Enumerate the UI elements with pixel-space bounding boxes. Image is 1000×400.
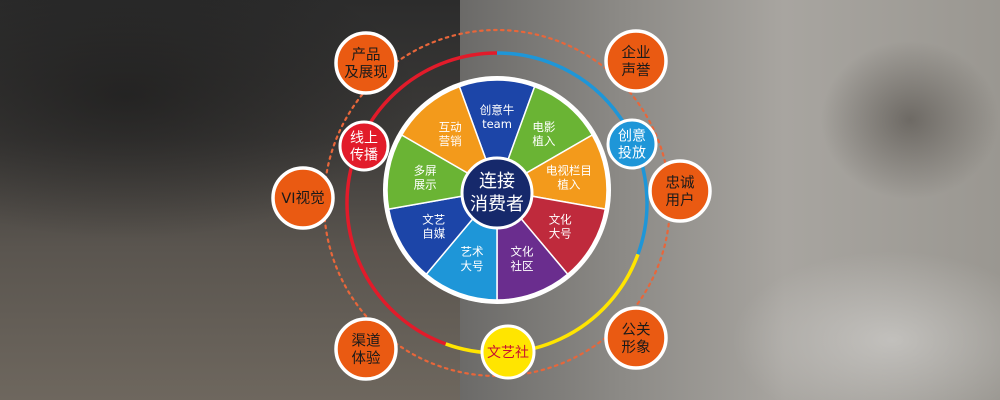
- center-label-line1: 连接: [479, 171, 515, 192]
- ring-node-label-2-line1: 创意: [618, 128, 646, 145]
- ring-arc-red: [345, 51, 498, 346]
- outer-node-label-1-line1: 产品: [352, 46, 381, 63]
- outer-node-label-2-line1: 企业: [622, 43, 651, 61]
- ring-node-label-2-line2: 投放: [618, 146, 646, 162]
- wheel-wedge-2: [495, 85, 594, 192]
- outer-node-label-1-line2: 及展现: [344, 65, 388, 81]
- ring-arc-blue: [496, 51, 649, 255]
- outer-node-label-4-line2: 形象: [622, 339, 651, 356]
- outer-node-label-3-line1: 忠诚: [666, 174, 695, 191]
- wedge-label-9-line2: 营销: [439, 134, 462, 148]
- background-shadow-blur: [820, 40, 1000, 200]
- wedge-label-7-line1: 文艺: [422, 213, 445, 227]
- outer-node-6: [271, 166, 335, 230]
- outer-node-label-5-line2: 体验: [352, 350, 381, 367]
- outer-node-5: [334, 317, 398, 381]
- ring-node-label-3-line1: 文艺社: [487, 345, 529, 361]
- outer-node-2: [604, 29, 668, 93]
- ring-arc-yellow: [445, 253, 640, 355]
- outer-node-4: [604, 306, 668, 370]
- wedge-label-3-line2: 植入: [557, 178, 580, 192]
- ring-node-label-1-line1: 线上: [350, 131, 378, 147]
- ring-node-3: [480, 324, 536, 380]
- wedge-label-8-line2: 展示: [414, 178, 437, 192]
- wedge-label-7-line2: 自媒: [422, 227, 445, 241]
- outer-node-1: [334, 31, 398, 95]
- ring-node-1: [338, 120, 390, 172]
- wedge-label-1-line2: team: [482, 117, 512, 131]
- wedge-label-1-line1: 创意牛: [480, 103, 515, 117]
- wedge-label-3-line1: 电视栏目: [546, 163, 592, 177]
- wedge-label-8-line1: 多屏: [414, 163, 437, 177]
- wedge-label-4-line1: 文化: [549, 213, 572, 227]
- wedge-label-5-line2: 社区: [511, 259, 534, 273]
- outer-node-label-6-line1: VI视觉: [281, 190, 324, 207]
- center-label-line2: 消费者: [470, 194, 524, 215]
- wheel-wedge-1: [458, 79, 536, 193]
- wheel-wedge-9: [400, 85, 499, 192]
- wedge-label-5-line1: 文化: [511, 245, 534, 259]
- center-circle: [460, 156, 534, 230]
- background-light-blur: [730, 250, 1000, 400]
- wedge-label-2-line1: 电影: [532, 120, 555, 134]
- outer-node-label-4-line1: 公关: [622, 321, 651, 338]
- outer-node-3: [648, 159, 712, 223]
- ring-node-2: [606, 118, 658, 170]
- wedge-label-4-line2: 大号: [549, 227, 572, 241]
- outer-node-label-3-line2: 用户: [666, 192, 695, 209]
- wedge-label-9-line1: 互动: [439, 120, 462, 134]
- outer-node-label-5-line1: 渠道: [352, 332, 381, 349]
- wedge-label-2-line2: 植入: [532, 134, 555, 148]
- outer-node-label-2-line2: 声誉: [622, 61, 651, 79]
- ring-node-label-1-line2: 传播: [350, 148, 378, 164]
- wedge-label-6-line1: 艺术: [461, 245, 484, 259]
- wedge-label-6-line2: 大号: [461, 259, 484, 273]
